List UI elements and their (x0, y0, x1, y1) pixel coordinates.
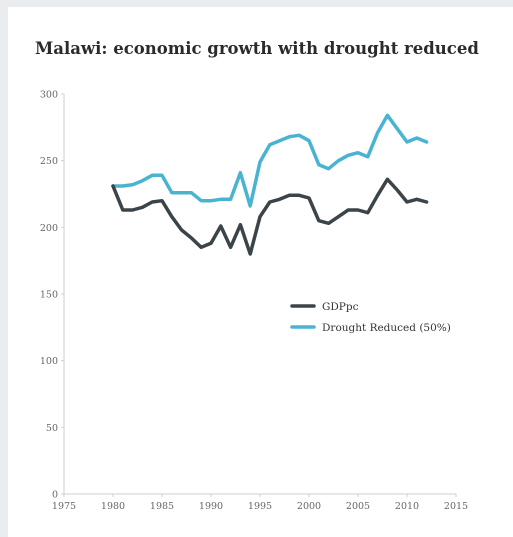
x-tick-label: 1980 (101, 501, 125, 512)
x-tick-label: 2015 (444, 501, 468, 512)
legend-label: Drought Reduced (50%) (322, 322, 451, 334)
x-tick-label: 1995 (248, 501, 272, 512)
y-tick-label: 150 (40, 290, 58, 301)
legend-label: GDPpc (322, 301, 359, 313)
series-line-drought-reduced (111, 113, 429, 208)
x-tick-label: 2010 (395, 501, 419, 512)
y-tick-label: 50 (46, 423, 58, 434)
chart-card: Malawi: economic growth with drought red… (8, 7, 513, 537)
x-tick-label: 2005 (346, 501, 370, 512)
x-tick-label: 1975 (52, 501, 76, 512)
x-tick-label: 2000 (297, 501, 321, 512)
x-tick-label: 1990 (199, 501, 223, 512)
x-tick-label: 1985 (150, 501, 174, 512)
series-line-gdppc (111, 177, 429, 256)
y-tick-label: 300 (40, 90, 58, 101)
chart-title: Malawi: economic growth with drought red… (35, 39, 479, 58)
y-tick-label: 100 (40, 356, 58, 367)
y-tick-label: 0 (52, 490, 58, 501)
y-tick-label: 200 (40, 223, 58, 234)
y-tick-label: 250 (40, 156, 58, 167)
